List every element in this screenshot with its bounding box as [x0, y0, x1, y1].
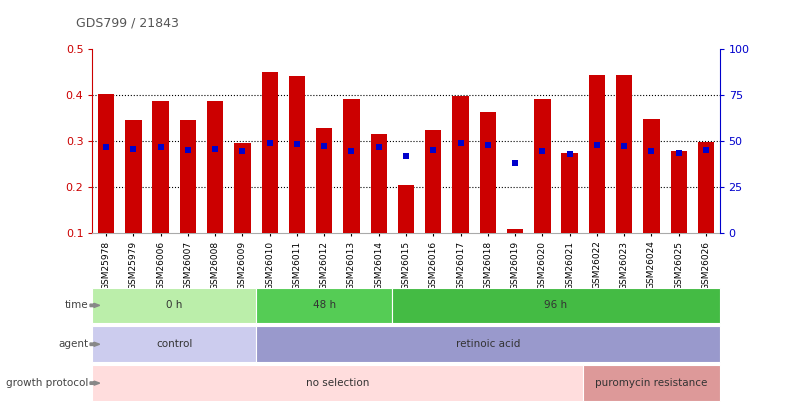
Point — [399, 153, 412, 160]
Text: control: control — [156, 339, 192, 349]
Text: no selection: no selection — [306, 378, 369, 388]
Text: growth protocol: growth protocol — [6, 378, 88, 388]
Point — [562, 150, 575, 157]
Point — [154, 144, 167, 150]
Bar — [343, 99, 359, 279]
Bar — [98, 94, 114, 279]
Point — [209, 146, 222, 152]
Point — [263, 139, 275, 146]
Bar — [180, 120, 196, 279]
Point — [454, 139, 467, 146]
Bar — [397, 185, 414, 279]
Text: 0 h: 0 h — [166, 301, 182, 310]
Point — [481, 142, 494, 148]
Bar — [642, 119, 658, 279]
Bar — [560, 153, 577, 279]
Bar — [288, 76, 305, 279]
Bar — [697, 142, 713, 279]
Point — [589, 142, 602, 148]
Point — [317, 143, 330, 149]
Point — [181, 146, 194, 153]
Bar — [234, 143, 251, 279]
Point — [127, 146, 140, 152]
Bar — [425, 130, 441, 279]
Text: retinoic acid: retinoic acid — [455, 339, 520, 349]
Bar — [506, 229, 523, 279]
Bar — [206, 101, 223, 279]
Point — [426, 146, 439, 153]
Point — [644, 148, 657, 154]
Bar — [370, 134, 386, 279]
Point — [344, 147, 357, 154]
Bar — [125, 120, 141, 279]
Bar — [316, 128, 332, 279]
Bar — [533, 99, 550, 279]
Point — [236, 148, 249, 154]
Text: puromycin resistance: puromycin resistance — [594, 378, 707, 388]
Text: 96 h: 96 h — [544, 301, 567, 310]
Point — [617, 143, 630, 149]
Text: time: time — [65, 301, 88, 310]
Bar — [670, 151, 686, 279]
Bar — [452, 96, 468, 279]
Text: 48 h: 48 h — [312, 301, 336, 310]
Point — [671, 149, 684, 156]
Bar — [588, 75, 605, 279]
Bar — [479, 112, 495, 279]
Text: agent: agent — [59, 339, 88, 349]
Bar — [615, 75, 631, 279]
Point — [536, 148, 548, 154]
Point — [100, 144, 112, 150]
Bar — [153, 101, 169, 279]
Point — [372, 144, 385, 150]
Point — [699, 146, 711, 153]
Text: GDS799 / 21843: GDS799 / 21843 — [76, 16, 179, 29]
Bar — [261, 72, 278, 279]
Point — [290, 140, 303, 147]
Point — [508, 160, 521, 166]
